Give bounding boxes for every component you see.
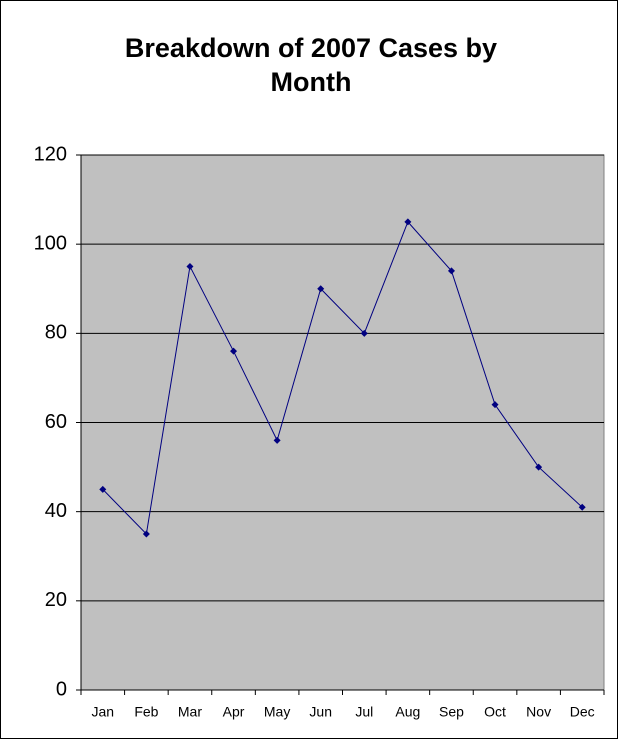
chart-title: Breakdown of 2007 Cases by Month [124, 33, 498, 97]
data-point [273, 436, 281, 444]
y-tick-label: 80 [45, 322, 67, 344]
data-point [99, 485, 107, 493]
data-point [491, 401, 499, 409]
data-point [578, 503, 586, 511]
y-tick-label: 20 [45, 589, 67, 611]
x-tick-label: Jan [92, 704, 115, 720]
data-point [404, 218, 412, 226]
x-tick-label: Aug [395, 704, 420, 720]
data-point [447, 267, 455, 275]
y-tick-label: 120 [34, 143, 67, 165]
data-point [230, 347, 238, 355]
x-tick-label: Jul [355, 704, 373, 720]
data-line [102, 220, 583, 536]
x-tick-label: May [264, 704, 290, 720]
data-point [186, 262, 194, 270]
x-tick-label: Mar [178, 704, 202, 720]
y-tick-label: 100 [34, 232, 67, 254]
y-tick-label: 0 [56, 678, 67, 700]
x-tick-label: Jun [309, 704, 332, 720]
data-point [142, 530, 150, 538]
x-tick-label: Oct [484, 704, 506, 720]
x-tick-label: Apr [223, 704, 245, 720]
x-tick-label: Nov [526, 704, 551, 720]
x-tick-label: Feb [134, 704, 158, 720]
y-tick-label: 40 [45, 500, 67, 522]
x-tick-label: Dec [570, 704, 595, 720]
data-point [360, 329, 368, 337]
data-point [535, 463, 543, 471]
y-tick-label: 60 [45, 411, 67, 433]
data-point [317, 285, 325, 293]
x-tick-label: Sep [439, 704, 464, 720]
